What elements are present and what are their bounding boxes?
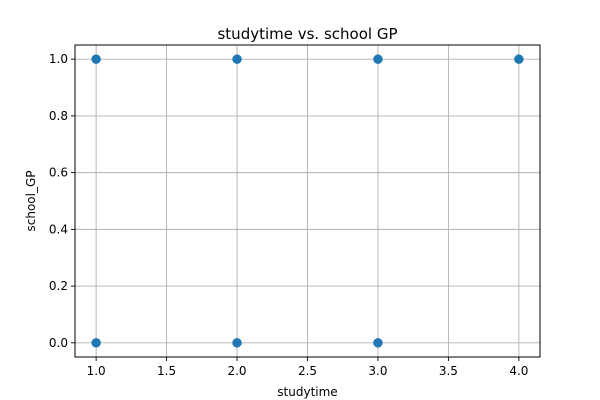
x-tick-label: 3.5: [439, 364, 458, 378]
x-tick-label: 1.5: [157, 364, 176, 378]
x-tick-label: 1.0: [87, 364, 106, 378]
y-tick-label: 1.0: [49, 52, 68, 66]
y-tick-label: 0.6: [49, 166, 68, 180]
x-axis-label: studytime: [277, 385, 337, 399]
y-tick-label: 0.2: [49, 279, 68, 293]
y-tick-label: 0.8: [49, 109, 68, 123]
data-point: [91, 54, 101, 64]
data-point: [373, 54, 383, 64]
x-tick-label: 2.0: [227, 364, 246, 378]
chart-title: studytime vs. school GP: [217, 25, 397, 43]
data-point: [232, 54, 242, 64]
data-point: [514, 54, 524, 64]
data-point: [373, 338, 383, 348]
y-tick-label: 0.0: [49, 336, 68, 350]
y-tick-label: 0.4: [49, 222, 68, 236]
y-axis-label: school_GP: [24, 170, 38, 231]
x-tick-label: 4.0: [509, 364, 528, 378]
x-tick-label: 3.0: [368, 364, 387, 378]
ticks: 1.0 1.5 2.0 2.5 3.0 3.5 4.0 0.0 0.2 0.4 0.6 0.8 1.0: [49, 52, 529, 378]
x-tick-label: 2.5: [298, 364, 317, 378]
plot-frame: [74, 44, 541, 358]
grid: [75, 45, 540, 357]
data-points: [91, 54, 524, 348]
data-point: [232, 338, 242, 348]
data-point: [91, 338, 101, 348]
